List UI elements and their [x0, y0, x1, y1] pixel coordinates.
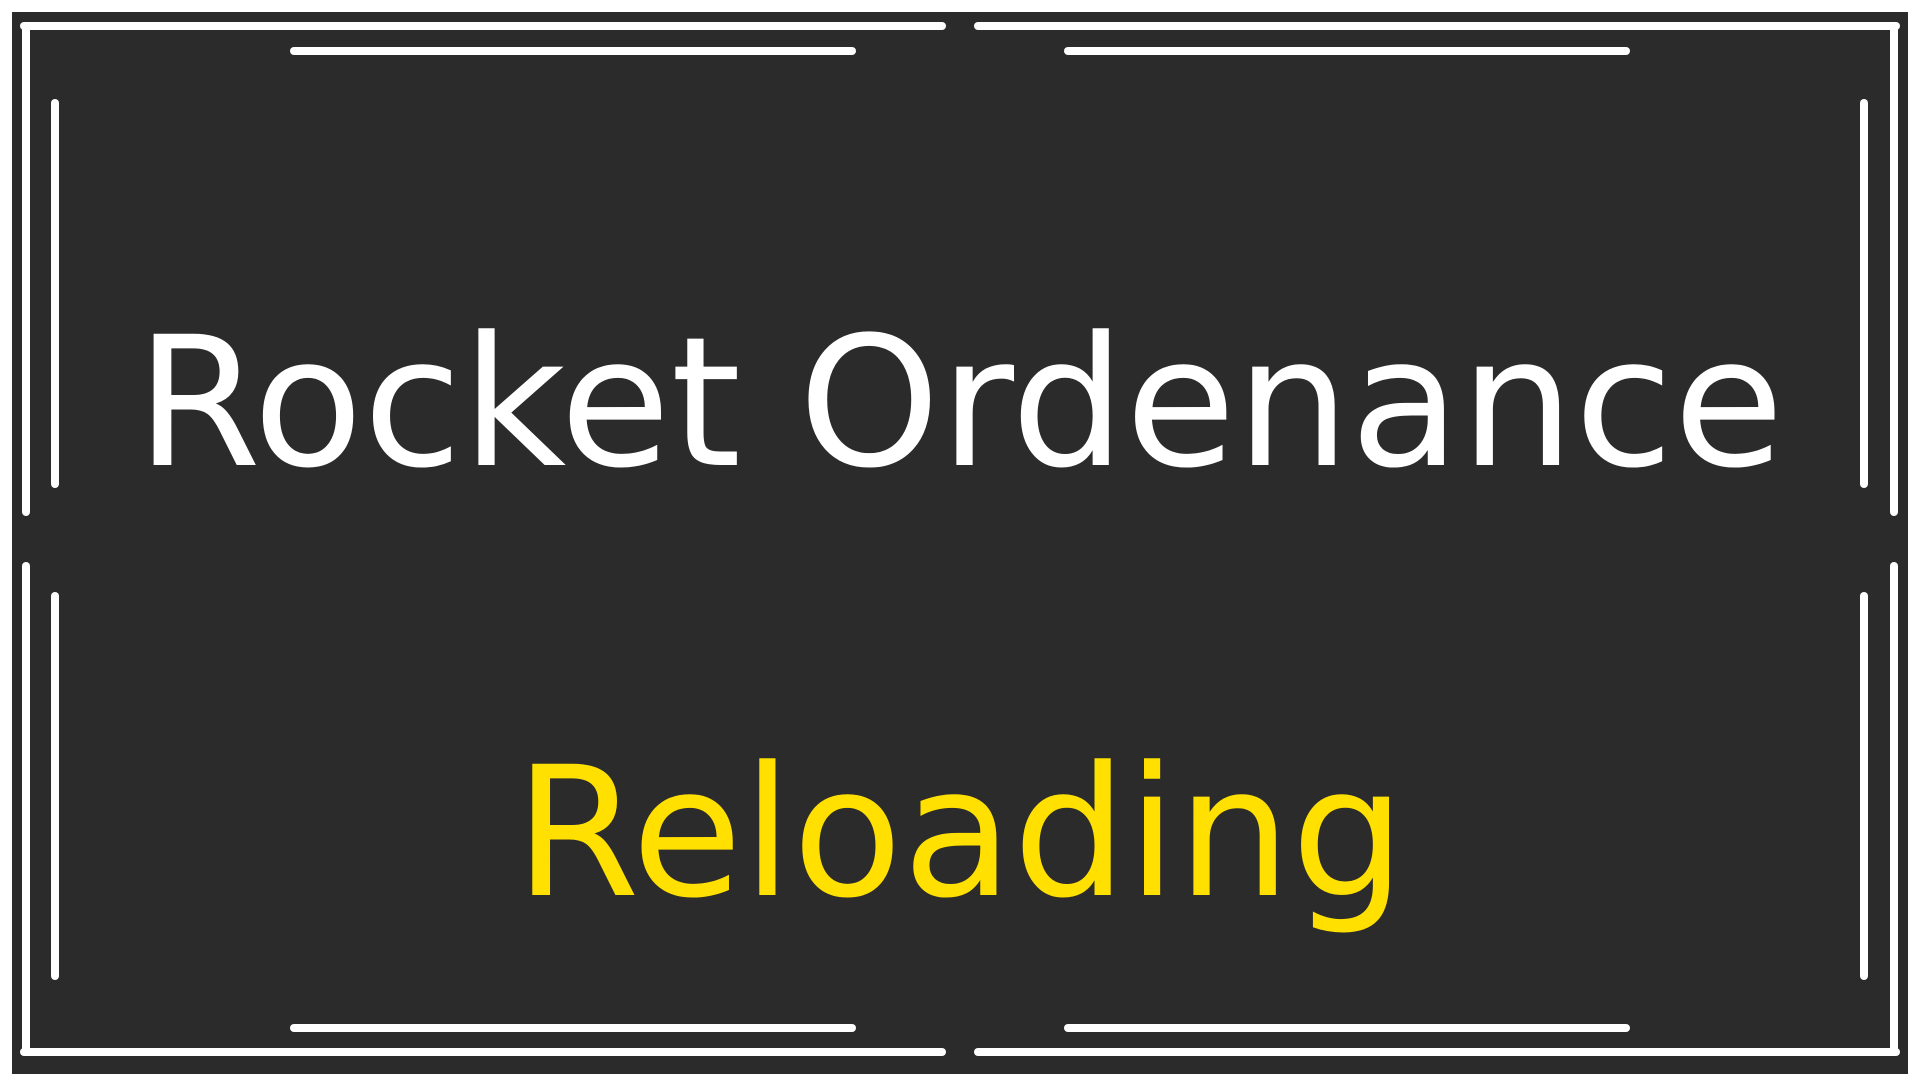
reload-status-label: Reloading: [514, 729, 1406, 938]
weapon-name-label: Rocket Ordenance: [135, 299, 1785, 508]
hud-panel-background: [10, 10, 1910, 1077]
outer-border: [8, 8, 1912, 1078]
